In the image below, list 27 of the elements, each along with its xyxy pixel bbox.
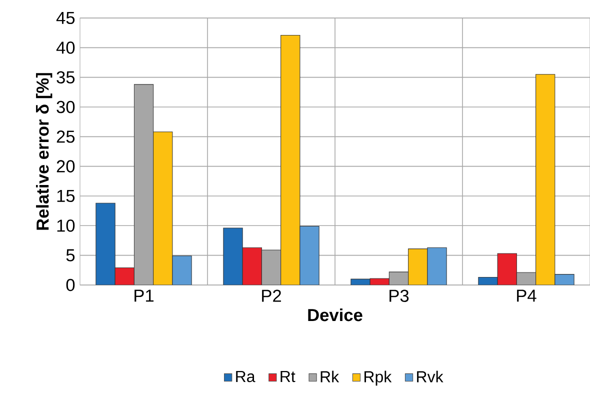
x-tick-label: P1: [134, 290, 154, 302]
bar: [114, 268, 134, 285]
y-tick-label: 15: [57, 190, 75, 202]
x-axis-title: Device: [308, 308, 362, 322]
y-tick-label: 45: [56, 12, 75, 24]
bar: [300, 226, 320, 285]
y-tick-label: 30: [56, 100, 75, 114]
bar: [497, 253, 517, 285]
bar: [172, 256, 192, 285]
x-tick-label: P3: [390, 290, 409, 302]
bar: [242, 247, 262, 285]
y-tick-label: 35: [56, 71, 75, 84]
legend-label: Rvk: [417, 370, 444, 382]
y-tick-label: 10: [57, 220, 75, 232]
x-tick-label: P2: [262, 290, 281, 302]
y-tick-label: 40: [56, 42, 75, 54]
x-tick-label: P4: [517, 290, 536, 302]
y-tick-label: 20: [56, 160, 75, 172]
legend-label: Rk: [320, 370, 340, 382]
y-tick-label: 25: [56, 130, 75, 143]
legend-label: Ra: [236, 370, 256, 382]
bar: [427, 247, 447, 285]
y-tick-label: 0: [66, 278, 75, 292]
y-tick-label: 5: [66, 249, 75, 262]
legend-label: Rpk: [364, 370, 392, 386]
legend-label: Rt: [280, 370, 296, 382]
y-axis-title: Relative error δ [%]: [36, 73, 52, 230]
